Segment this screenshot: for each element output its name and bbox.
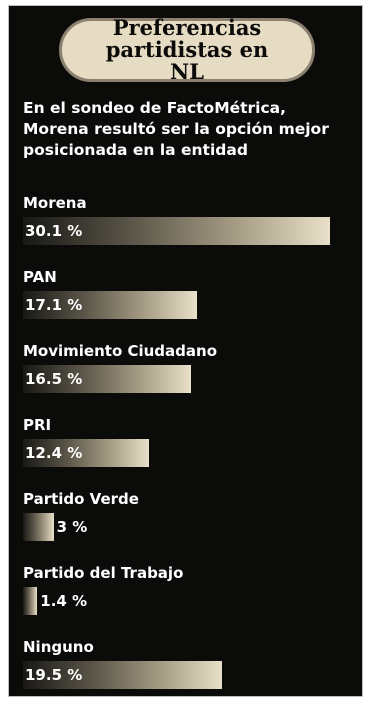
value-label: 16.5 % — [25, 370, 83, 388]
category-label: PAN — [23, 268, 57, 286]
category-label: Partido del Trabajo — [23, 564, 184, 582]
category-label: Movimiento Ciudadano — [23, 342, 218, 360]
value-label: 1.4 % — [40, 592, 88, 610]
bar — [23, 661, 222, 689]
value-label: 17.1 % — [25, 296, 83, 314]
bar — [23, 513, 54, 541]
category-label: PRI — [23, 416, 52, 434]
category-label: Ninguno — [23, 638, 94, 656]
chart-subtitle: En el sondeo de FactoMétrica, Morena res… — [23, 99, 329, 159]
value-label: 19.5 % — [25, 666, 83, 684]
bar-chart: Morena 30.1 % PAN 17.1 % Movimiento Ciudadan… — [9, 6, 364, 698]
title-banner: Preferencias partidistas en NL — [59, 15, 315, 84]
infographic-panel: Preferencias partidistas en NL En el son… — [8, 5, 363, 697]
value-label: 30.1 % — [25, 222, 83, 240]
category-label: Morena — [23, 194, 87, 212]
value-label: 12.4 % — [25, 444, 83, 462]
bar — [23, 439, 150, 467]
value-label: 3 % — [56, 518, 88, 536]
bar — [23, 217, 330, 245]
bar — [23, 365, 192, 393]
bar — [23, 291, 198, 319]
category-label: Partido Verde — [23, 490, 139, 508]
bar — [23, 587, 38, 615]
chart-title: Preferencias partidistas en NL — [105, 15, 269, 84]
